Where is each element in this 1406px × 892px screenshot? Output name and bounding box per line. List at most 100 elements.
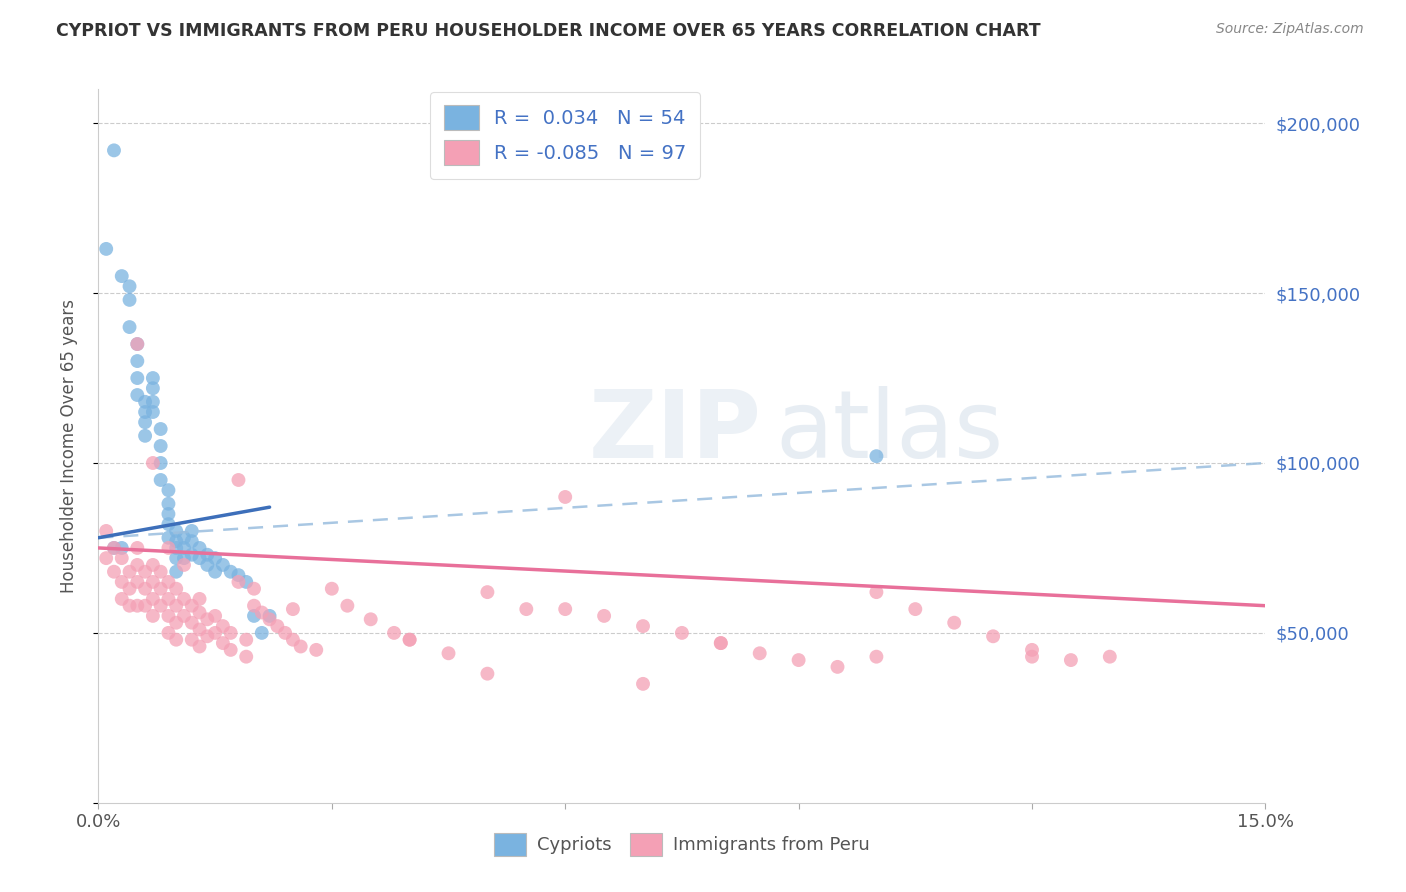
Point	[219, 643, 242, 657]
Point	[118, 582, 141, 596]
Point	[195, 629, 218, 643]
Point	[360, 612, 382, 626]
Point	[180, 615, 202, 630]
Point	[235, 632, 257, 647]
Point	[180, 534, 202, 549]
Point	[127, 371, 149, 385]
Point	[165, 551, 187, 566]
Point	[865, 585, 887, 599]
Point	[274, 626, 297, 640]
Point	[157, 608, 180, 623]
Point	[127, 558, 149, 572]
Point	[149, 565, 172, 579]
Point	[134, 405, 156, 419]
Point	[165, 599, 187, 613]
Point	[111, 541, 134, 555]
Point	[118, 565, 141, 579]
Point	[827, 660, 849, 674]
Text: ZIP: ZIP	[589, 385, 762, 478]
Point	[290, 640, 312, 654]
Point	[142, 456, 165, 470]
Point	[321, 582, 343, 596]
Point	[157, 483, 180, 498]
Legend: Cypriots, Immigrants from Peru: Cypriots, Immigrants from Peru	[485, 824, 879, 865]
Point	[204, 551, 226, 566]
Point	[243, 582, 266, 596]
Point	[165, 534, 187, 549]
Point	[904, 602, 927, 616]
Point	[134, 582, 156, 596]
Point	[1021, 643, 1043, 657]
Point	[173, 558, 195, 572]
Point	[118, 293, 141, 307]
Point	[204, 565, 226, 579]
Point	[165, 582, 187, 596]
Point	[865, 649, 887, 664]
Point	[127, 574, 149, 589]
Point	[173, 531, 195, 545]
Point	[195, 548, 218, 562]
Point	[149, 473, 172, 487]
Point	[305, 643, 328, 657]
Point	[250, 606, 273, 620]
Point	[204, 626, 226, 640]
Point	[127, 337, 149, 351]
Point	[748, 646, 770, 660]
Point	[188, 606, 211, 620]
Text: Source: ZipAtlas.com: Source: ZipAtlas.com	[1216, 22, 1364, 37]
Point	[103, 541, 125, 555]
Point	[787, 653, 810, 667]
Point	[157, 531, 180, 545]
Point	[142, 558, 165, 572]
Point	[142, 371, 165, 385]
Point	[219, 626, 242, 640]
Point	[212, 619, 235, 633]
Point	[103, 565, 125, 579]
Point	[149, 456, 172, 470]
Point	[127, 354, 149, 368]
Point	[127, 599, 149, 613]
Point	[134, 565, 156, 579]
Point	[127, 388, 149, 402]
Point	[134, 415, 156, 429]
Point	[195, 612, 218, 626]
Point	[212, 636, 235, 650]
Point	[173, 551, 195, 566]
Point	[259, 612, 281, 626]
Point	[103, 541, 125, 555]
Point	[243, 608, 266, 623]
Point	[173, 541, 195, 555]
Point	[266, 619, 288, 633]
Point	[149, 599, 172, 613]
Point	[235, 649, 257, 664]
Point	[142, 574, 165, 589]
Point	[437, 646, 460, 660]
Point	[134, 394, 156, 409]
Point	[180, 548, 202, 562]
Point	[165, 541, 187, 555]
Point	[212, 558, 235, 572]
Point	[111, 551, 134, 566]
Point	[134, 429, 156, 443]
Point	[228, 473, 250, 487]
Point	[943, 615, 966, 630]
Point	[118, 320, 141, 334]
Point	[554, 602, 576, 616]
Point	[710, 636, 733, 650]
Point	[228, 568, 250, 582]
Point	[165, 615, 187, 630]
Point	[188, 541, 211, 555]
Point	[127, 541, 149, 555]
Point	[173, 608, 195, 623]
Point	[157, 517, 180, 532]
Point	[228, 574, 250, 589]
Point	[671, 626, 693, 640]
Point	[398, 632, 420, 647]
Point	[142, 405, 165, 419]
Point	[165, 524, 187, 538]
Point	[1060, 653, 1083, 667]
Text: CYPRIOT VS IMMIGRANTS FROM PERU HOUSEHOLDER INCOME OVER 65 YEARS CORRELATION CHA: CYPRIOT VS IMMIGRANTS FROM PERU HOUSEHOL…	[56, 22, 1040, 40]
Point	[173, 591, 195, 606]
Point	[188, 551, 211, 566]
Point	[149, 422, 172, 436]
